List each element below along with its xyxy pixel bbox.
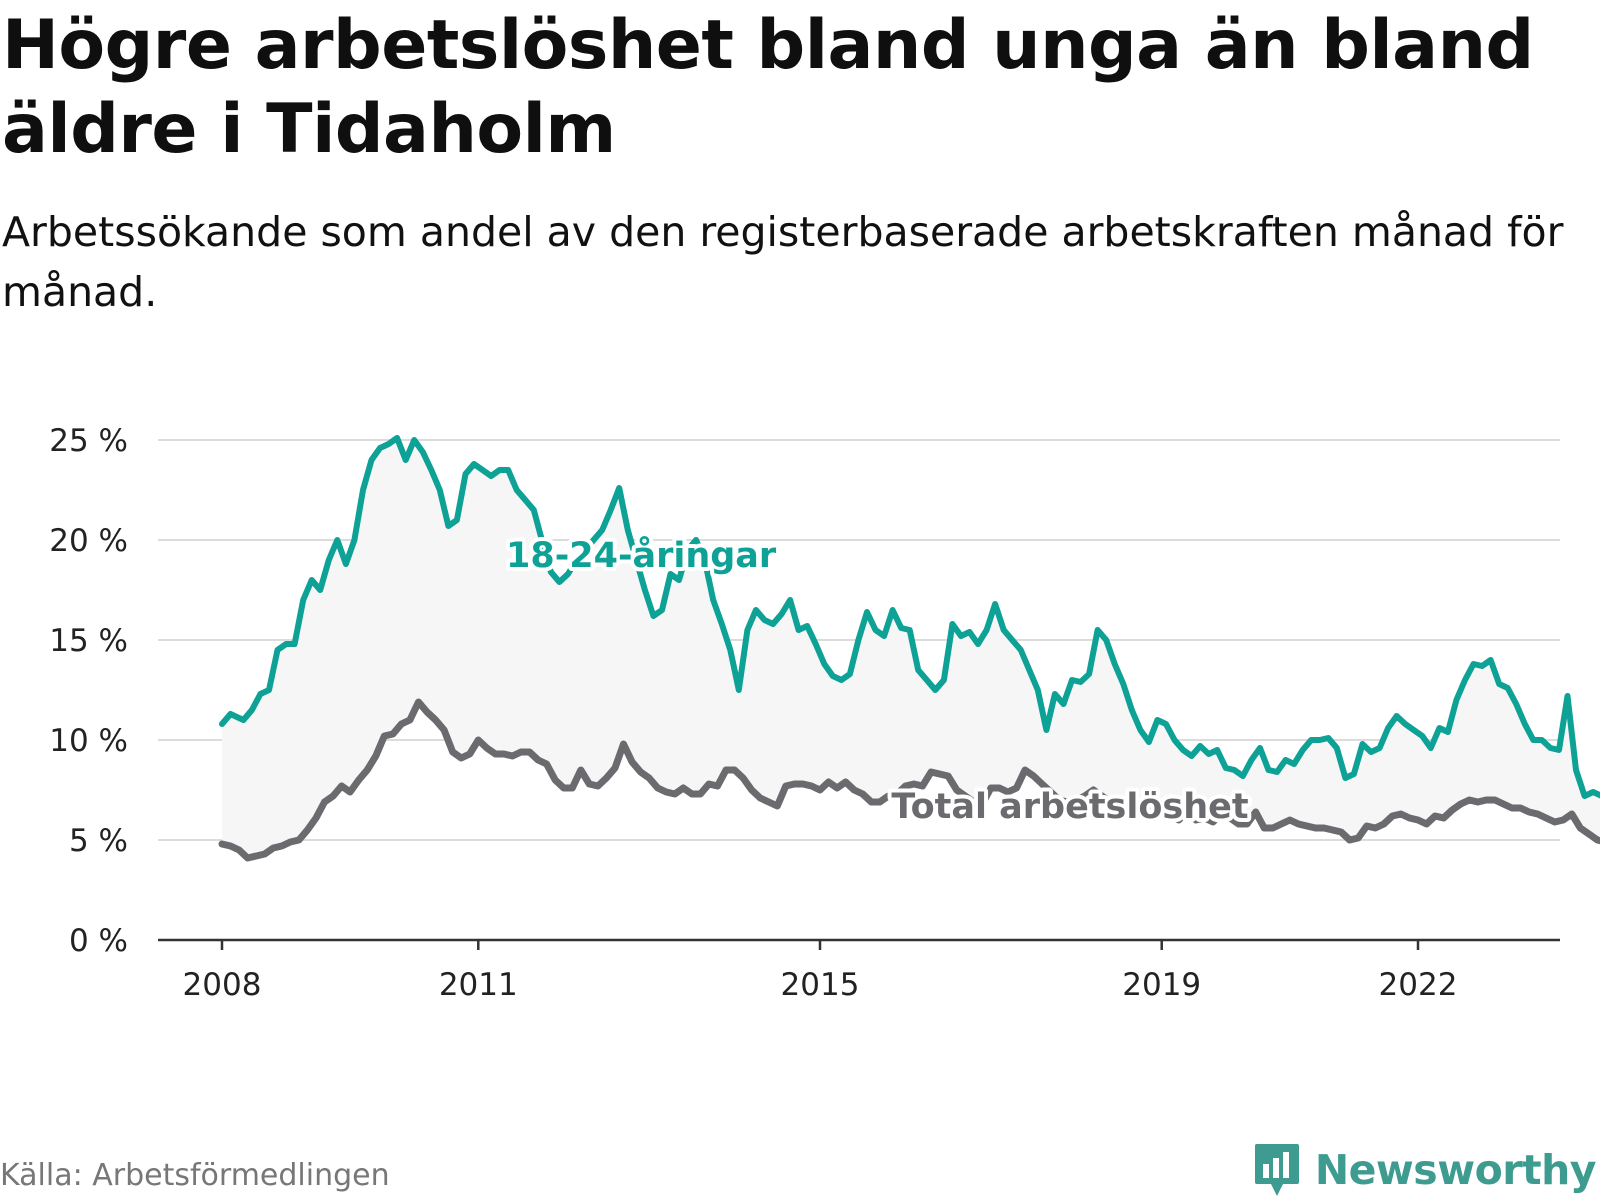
chart-subtitle: Arbetssökande som andel av den registerb… bbox=[2, 208, 1564, 316]
axes: 0 % 5 % 10 % 15 % 20 % 25 % 2008 2011 2015 2019 20… bbox=[49, 423, 1560, 1003]
y-tick-label: 0 % bbox=[69, 923, 128, 959]
x-tick-label: 2011 bbox=[439, 967, 518, 1003]
line-chart: 0 % 5 % 10 % 15 % 20 % 25 % 2008 2011 2015 2019 20… bbox=[49, 423, 1600, 1003]
x-tick-label: 2019 bbox=[1122, 967, 1201, 1003]
y-tick-label: 20 % bbox=[49, 523, 128, 559]
y-tick-label: 5 % bbox=[69, 823, 128, 859]
series-line-total bbox=[218, 698, 1600, 862]
series-label-youth: 18-24-åringar bbox=[506, 535, 777, 576]
brand-name: Newsworthy bbox=[1314, 1146, 1597, 1194]
series-lines bbox=[218, 435, 1600, 862]
brand-logo[interactable]: Newsworthy bbox=[1253, 1140, 1597, 1200]
x-tick-label: 2008 bbox=[183, 967, 262, 1003]
x-tick-label: 2022 bbox=[1379, 967, 1458, 1003]
series-line-youth bbox=[219, 435, 1600, 799]
chart-title: Högre arbetslöshet bland unga än bland ä… bbox=[2, 6, 1534, 169]
series-label-total: Total arbetslöshet bbox=[891, 787, 1248, 827]
x-tick-label: 2015 bbox=[781, 967, 860, 1003]
y-tick-label: 15 % bbox=[49, 623, 128, 659]
source-note: Källa: Arbetsförmedlingen bbox=[0, 1158, 390, 1193]
y-tick-label: 10 % bbox=[49, 723, 128, 759]
newsworthy-logo-icon bbox=[1254, 1144, 1299, 1196]
y-tick-label: 25 % bbox=[49, 423, 128, 459]
